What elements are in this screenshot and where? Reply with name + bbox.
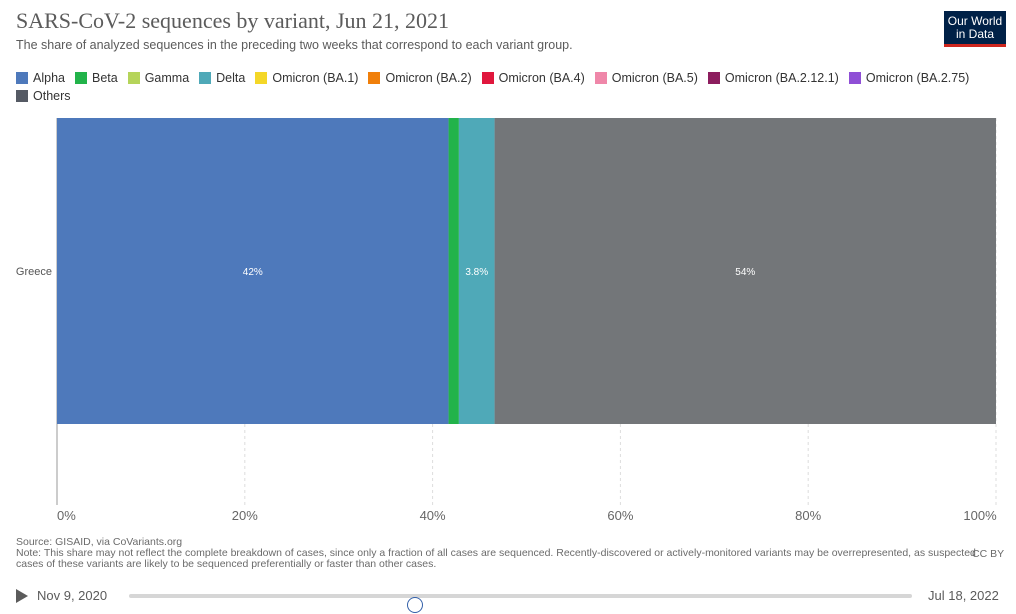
x-tick-label: 60% <box>607 508 633 523</box>
legend-swatch <box>481 72 494 84</box>
stacked-bar-chart: 0% 20% 40% 60% 80% 100% Greece 42% 3.8% 54% <box>16 118 997 523</box>
legend-item[interactable]: Omicron (BA.2.12.1) <box>707 71 839 85</box>
legend-label: Omicron (BA.2.75) <box>865 71 970 85</box>
chart-subtitle: The share of analyzed sequences in the p… <box>16 38 573 52</box>
legend-label: Omicron (BA.2) <box>385 71 472 85</box>
bar-segment-alpha <box>57 118 449 424</box>
legend-label: Others <box>33 89 71 103</box>
legend-item[interactable]: Omicron (BA.4) <box>481 71 585 85</box>
legend-item[interactable]: Delta <box>199 71 245 85</box>
source-text: Source: GISAID, via CoVariants.org <box>16 536 183 548</box>
legend-item[interactable]: Omicron (BA.2) <box>368 71 472 85</box>
legend-swatch <box>74 72 87 84</box>
legend-swatch <box>16 90 28 102</box>
x-tick-label: 40% <box>420 508 446 523</box>
timeline-handle[interactable] <box>406 597 423 613</box>
legend-swatch <box>594 72 607 84</box>
bar-segment-others <box>494 118 996 424</box>
legend-label: Delta <box>216 71 246 85</box>
legend-item[interactable]: Omicron (BA.5) <box>594 71 698 85</box>
legend-label: Omicron (BA.2.12.1) <box>724 71 839 85</box>
legend-item[interactable]: Gamma <box>127 71 190 85</box>
logo-line-2: in Data <box>955 27 995 41</box>
legend-swatch <box>368 72 381 84</box>
timeline: Nov 9, 2020 Jul 18, 2022 <box>16 584 1006 613</box>
timeline-track[interactable] <box>129 594 912 613</box>
legend-swatch <box>707 72 720 84</box>
bar-segment-delta <box>458 118 495 424</box>
legend-label: Omicron (BA.5) <box>611 71 698 85</box>
legend-item[interactable]: Alpha <box>16 71 65 85</box>
chart-title: SARS-CoV-2 sequences by variant, Jun 21,… <box>16 8 450 33</box>
legend-label: Omicron (BA.4) <box>498 71 585 85</box>
legend-label: Gamma <box>144 71 190 85</box>
legend-item[interactable]: Omicron (BA.1) <box>255 71 358 85</box>
legend-swatch <box>255 72 268 84</box>
data-label: 54% <box>735 267 755 278</box>
legend-swatch <box>199 72 212 84</box>
x-tick-label: 100% <box>963 508 997 523</box>
bar-segment-beta <box>448 118 459 424</box>
timeline-end-date[interactable]: Jul 18, 2022 <box>928 588 999 603</box>
owid-logo[interactable]: Our World in Data <box>944 11 1006 47</box>
category-label: Greece <box>16 266 52 278</box>
x-tick-label: 0% <box>57 508 76 523</box>
legend-swatch <box>16 72 28 84</box>
play-icon[interactable] <box>16 589 28 603</box>
legend-label: Omicron (BA.1) <box>272 71 359 85</box>
legend-item[interactable]: Omicron (BA.2.75) <box>848 71 970 85</box>
x-tick-label: 80% <box>795 508 821 523</box>
legend-label: Alpha <box>33 71 65 85</box>
timeline-start-date[interactable]: Nov 9, 2020 <box>37 588 108 603</box>
source-note: Source: GISAID, via CoVariants.org Note:… <box>16 537 976 570</box>
legend-label: Beta <box>91 71 118 85</box>
license-link[interactable]: CC BY <box>972 548 1005 560</box>
legend-swatch <box>848 72 861 84</box>
note-text: Note: This share may not reflect the com… <box>16 547 976 570</box>
legend-item[interactable]: Beta <box>74 71 118 85</box>
legend-swatch <box>127 72 140 84</box>
data-label: 42% <box>243 267 263 278</box>
legend-item[interactable]: Others <box>16 89 71 103</box>
legend: Alpha Beta Gamma Delta Omicron (BA.1) Omicron… <box>16 71 1001 103</box>
data-label: 3.8% <box>465 267 488 278</box>
x-tick-label: 20% <box>232 508 258 523</box>
logo-line-1: Our World <box>947 14 1003 28</box>
